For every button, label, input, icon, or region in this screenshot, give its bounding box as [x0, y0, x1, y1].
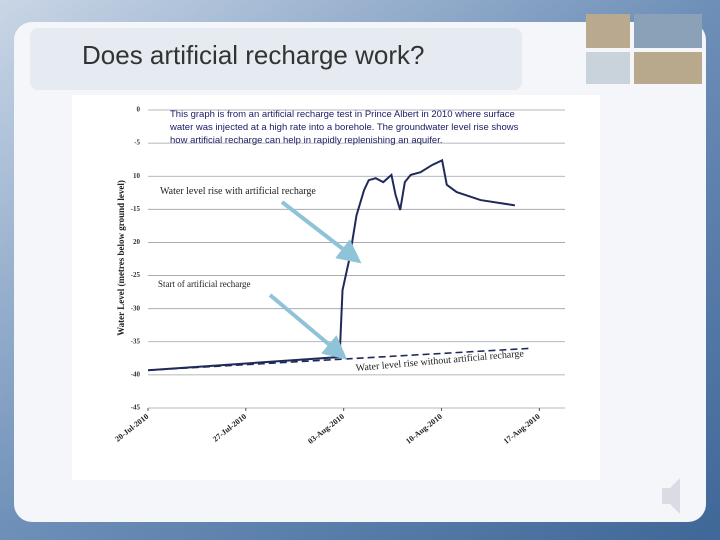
y-tick-label: -15 [131, 205, 141, 213]
arrow [280, 200, 362, 264]
y-tick-label: 20 [133, 238, 141, 246]
y-tick-label: -25 [131, 271, 141, 279]
y-axis-label: Water Level (metres below ground level) [116, 180, 126, 336]
speaker[interactable] [662, 478, 680, 514]
description: This graph is from an artificial recharg… [170, 109, 515, 120]
chart-area [72, 95, 600, 480]
speaker-icon[interactable] [662, 478, 680, 514]
description: how artificial recharge can help in rapi… [170, 135, 443, 146]
y-tick-label: 0 [137, 106, 141, 114]
photo [634, 14, 702, 48]
arrow [268, 293, 348, 360]
y-tick-label: 10 [133, 172, 141, 180]
slide-title: Does artificial recharge work? [82, 40, 424, 70]
photo [634, 52, 702, 84]
y-tick-label: -40 [131, 370, 141, 378]
annotation: Start of artificial recharge [158, 279, 251, 289]
photo [586, 14, 630, 48]
y-tick-label: -45 [131, 404, 141, 412]
photo [586, 52, 630, 84]
y-tick-label: -5 [134, 139, 140, 147]
annotation: Water level rise with artificial recharg… [160, 186, 316, 197]
y-tick-label: -30 [131, 304, 141, 312]
title-box [30, 28, 522, 90]
description: water was injected at a high rate into a… [169, 122, 519, 133]
y-tick-label: -35 [131, 337, 141, 345]
